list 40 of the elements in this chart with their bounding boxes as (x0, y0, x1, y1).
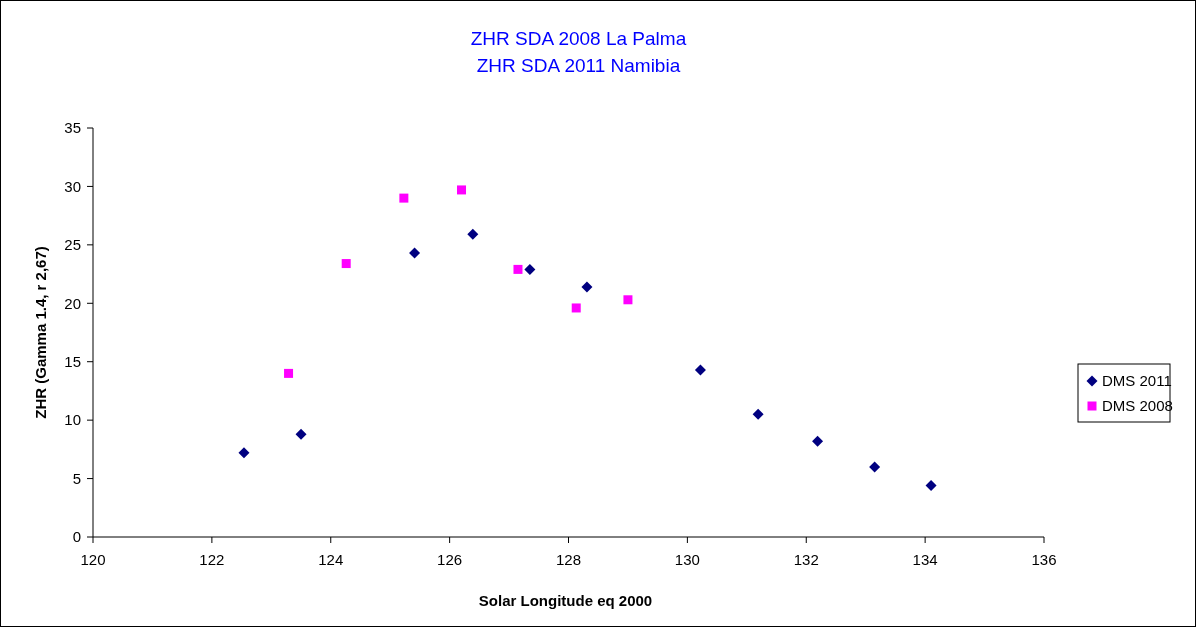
y-tick-label: 15 (64, 352, 81, 370)
point (513, 264, 523, 274)
point (812, 435, 824, 447)
point (524, 263, 536, 275)
y-tick-label: 20 (64, 294, 81, 312)
x-tick-label: 124 (318, 551, 344, 568)
y-tick-label: 35 (64, 119, 81, 137)
y-tick-label: 25 (64, 236, 81, 254)
point (694, 364, 706, 376)
x-tick-label: 132 (793, 551, 819, 568)
point (341, 259, 351, 269)
x-axis-title: Solar Longitude eq 2000 (478, 592, 653, 609)
x-tick-label: 134 (912, 551, 938, 568)
point (238, 447, 250, 459)
y-tick-label: 10 (64, 411, 81, 429)
point (284, 368, 294, 378)
point (571, 303, 581, 313)
point (623, 295, 633, 305)
y-tick-label: 30 (64, 177, 81, 195)
point (295, 428, 307, 440)
y-axis-title: ZHR (Gamma 1.4, r 2,67) (32, 246, 49, 419)
chart-title: ZHR SDA 2008 La Palma ZHR SDA 2011 Namibia (470, 28, 687, 76)
y-tick-label: 0 (72, 528, 81, 546)
point (869, 461, 881, 473)
point (467, 228, 479, 240)
x-tick-label: 126 (437, 551, 463, 568)
legend-label: DMS 2008 (1102, 397, 1173, 415)
point (925, 480, 937, 492)
point (399, 193, 409, 203)
point (581, 281, 593, 293)
point (409, 247, 421, 259)
point (457, 185, 467, 195)
x-tick-label: 120 (80, 551, 106, 568)
y-tick-label: 5 (72, 469, 81, 487)
point (752, 408, 764, 420)
x-tick-label: 128 (555, 551, 582, 568)
legend-label: DMS 2011 (1102, 372, 1172, 390)
x-tick-label: 136 (1031, 551, 1057, 568)
x-tick-label: 130 (674, 551, 700, 568)
x-tick-label: 122 (199, 551, 225, 568)
